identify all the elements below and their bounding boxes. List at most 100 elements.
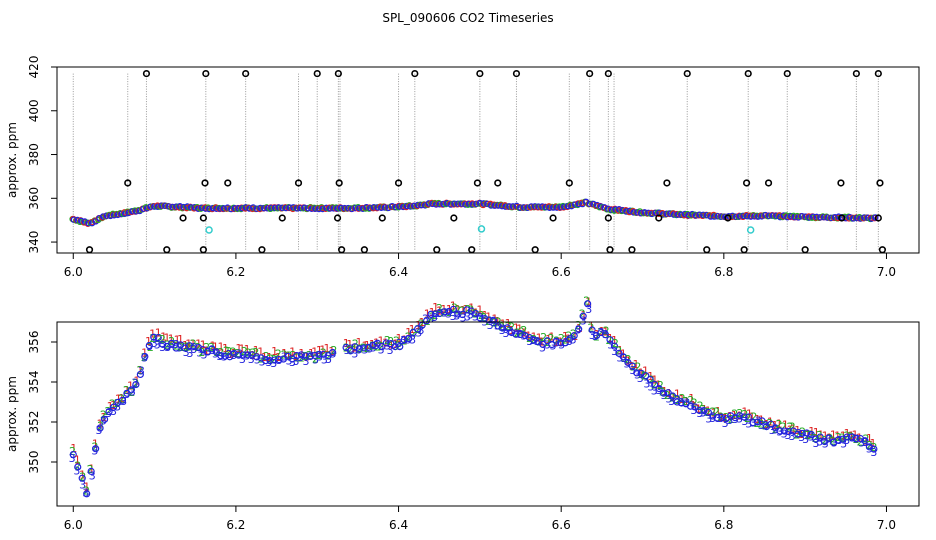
series-2-point: 2 <box>136 364 143 377</box>
series-2-point: 2 <box>766 417 773 430</box>
baseline-point <box>542 203 550 211</box>
series-3-point: 3 <box>549 340 556 353</box>
baseline-point <box>637 209 645 217</box>
series-1-point: 1 <box>141 346 148 359</box>
series-3-point: 3 <box>453 309 460 322</box>
series-circle-point <box>780 427 789 435</box>
series-3-point: 3 <box>183 346 190 359</box>
series-2-point: 2 <box>634 361 641 374</box>
series-2-point: 2 <box>648 374 655 387</box>
series-3-point: 3 <box>230 349 237 362</box>
series-2-point: 2 <box>356 342 363 355</box>
series-2-point: 2 <box>168 335 175 348</box>
top-y-axis: 340 360 380 400 420 <box>27 56 57 254</box>
outlier-point <box>801 246 809 254</box>
series-circle-point <box>329 348 337 357</box>
baseline-point <box>279 204 286 212</box>
series-1-point: 1 <box>195 337 202 350</box>
series-3-point: 3 <box>417 324 424 337</box>
baseline-point <box>732 213 740 220</box>
baseline-point <box>751 213 758 220</box>
series-2-point: 2 <box>302 350 309 363</box>
series-1-point: 1 <box>866 432 873 445</box>
outlier-point <box>512 69 521 78</box>
series-1-point: 1 <box>127 379 134 392</box>
series-circle-point <box>427 310 435 318</box>
series-circle-point <box>557 339 565 347</box>
series-circle-point <box>579 312 587 320</box>
baseline-point <box>560 203 568 211</box>
series-circle-point <box>691 403 699 411</box>
series-2-point: 2 <box>772 423 779 436</box>
series-3-point: 3 <box>651 385 658 398</box>
series-2-point: 2 <box>79 470 86 483</box>
series-1-point: 1 <box>378 335 385 348</box>
series-3-point: 3 <box>755 414 762 427</box>
series-circle-point <box>512 330 520 338</box>
series-1-point: 1 <box>571 330 578 343</box>
series-circle-point <box>503 324 511 332</box>
series-circle-point <box>449 305 458 313</box>
series-1-point: 1 <box>491 312 498 325</box>
series-3-point: 3 <box>722 417 729 430</box>
series-1-point: 1 <box>804 429 811 442</box>
series-circle-point <box>436 309 444 317</box>
series-circle-point <box>431 310 440 318</box>
series-1-point: 1 <box>289 346 296 359</box>
bottom-panel: 1231231231231231231231231231231231231231… <box>5 294 920 532</box>
series-2-point: 2 <box>485 315 492 328</box>
series-3-point: 3 <box>281 350 288 363</box>
baseline-point <box>480 200 487 207</box>
cyan-point <box>477 225 486 233</box>
baseline-point <box>440 200 447 208</box>
series-3-point: 3 <box>647 380 654 393</box>
series-2-point: 2 <box>249 346 256 359</box>
series-1-point: 1 <box>763 418 770 431</box>
series-circle-point <box>409 328 417 337</box>
series-circle-point <box>320 350 328 358</box>
series-2-point: 2 <box>440 306 447 319</box>
series-circle-point <box>561 339 569 347</box>
bottom-y-tick-label: 356 <box>27 331 41 354</box>
series-1-point: 1 <box>319 343 326 356</box>
baseline-point <box>443 199 451 207</box>
series-3-point: 3 <box>812 437 819 450</box>
series-2-point: 2 <box>245 347 252 360</box>
series-3-point: 3 <box>592 330 599 343</box>
baseline-point <box>872 214 879 221</box>
series-2-point: 2 <box>436 302 443 315</box>
series-3-point: 3 <box>131 377 138 390</box>
series-2-point: 2 <box>558 332 565 345</box>
series-1-point: 1 <box>562 330 569 343</box>
series-3-point: 3 <box>79 479 86 492</box>
series-3-point: 3 <box>405 334 412 347</box>
series-1-point: 1 <box>545 333 552 346</box>
baseline-point <box>99 213 107 220</box>
outlier-point <box>655 214 663 222</box>
baseline-point <box>824 214 831 221</box>
series-1-point: 1 <box>462 303 469 316</box>
series-3-point: 3 <box>637 372 644 385</box>
series-1-point: 1 <box>145 335 152 348</box>
series-3-point: 3 <box>668 395 675 408</box>
bottom-x-tick-label: 6.2 <box>226 518 245 532</box>
series-1-point: 1 <box>328 345 335 358</box>
outlier-point <box>838 214 846 222</box>
baseline-point <box>776 213 784 221</box>
series-2-point: 2 <box>100 408 107 421</box>
baseline-point <box>271 204 279 212</box>
baseline-point <box>151 203 158 210</box>
baseline-point <box>659 211 667 218</box>
baseline-point <box>169 203 176 211</box>
baseline-point <box>180 203 187 211</box>
outlier-point <box>744 69 752 78</box>
series-3-point: 3 <box>91 444 98 457</box>
series-1-point: 1 <box>863 436 870 449</box>
series-3-point: 3 <box>802 433 809 446</box>
series-3-point: 3 <box>244 350 251 363</box>
baseline-point <box>458 200 466 207</box>
series-1-point: 1 <box>97 417 104 430</box>
series-2-point: 2 <box>401 334 408 347</box>
series-3-point: 3 <box>544 338 551 351</box>
series-circle-point <box>816 433 824 441</box>
